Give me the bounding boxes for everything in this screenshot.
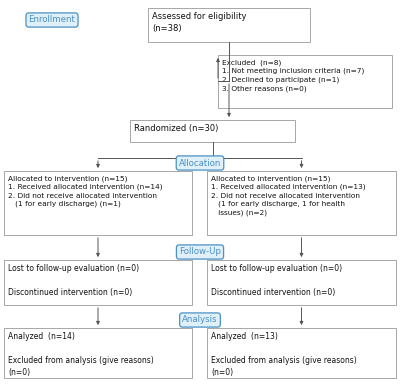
FancyBboxPatch shape bbox=[218, 55, 392, 108]
Text: Follow-Up: Follow-Up bbox=[179, 247, 221, 257]
FancyBboxPatch shape bbox=[4, 171, 192, 235]
Text: Analyzed  (n=13)

Excluded from analysis (give reasons)
(n=0): Analyzed (n=13) Excluded from analysis (… bbox=[211, 332, 357, 378]
FancyBboxPatch shape bbox=[207, 260, 396, 305]
FancyBboxPatch shape bbox=[4, 260, 192, 305]
FancyBboxPatch shape bbox=[148, 8, 310, 42]
Text: Randomized (n=30): Randomized (n=30) bbox=[134, 124, 218, 133]
Text: Assessed for eligibility
(n=38): Assessed for eligibility (n=38) bbox=[152, 12, 246, 33]
Text: Lost to follow-up evaluation (n=0)

Discontinued intervention (n=0): Lost to follow-up evaluation (n=0) Disco… bbox=[211, 264, 342, 297]
Text: Analyzed  (n=14)

Excluded from analysis (give reasons)
(n=0): Analyzed (n=14) Excluded from analysis (… bbox=[8, 332, 154, 378]
Text: Lost to follow-up evaluation (n=0)

Discontinued intervention (n=0): Lost to follow-up evaluation (n=0) Disco… bbox=[8, 264, 139, 297]
Text: Allocated to intervention (n=15)
1. Received allocated intervention (n=13)
2. Di: Allocated to intervention (n=15) 1. Rece… bbox=[211, 175, 366, 216]
FancyBboxPatch shape bbox=[130, 120, 295, 142]
Text: Enrollment: Enrollment bbox=[28, 15, 76, 24]
Text: Allocation: Allocation bbox=[179, 159, 221, 168]
Text: Allocated to intervention (n=15)
1. Received allocated intervention (n=14)
2. Di: Allocated to intervention (n=15) 1. Rece… bbox=[8, 175, 163, 207]
Text: Analysis: Analysis bbox=[182, 315, 218, 325]
FancyBboxPatch shape bbox=[4, 328, 192, 378]
FancyBboxPatch shape bbox=[207, 171, 396, 235]
FancyBboxPatch shape bbox=[207, 328, 396, 378]
Text: Excluded  (n=8)
1. Not meeting inclusion criteria (n=7)
2. Declined to participa: Excluded (n=8) 1. Not meeting inclusion … bbox=[222, 59, 364, 92]
